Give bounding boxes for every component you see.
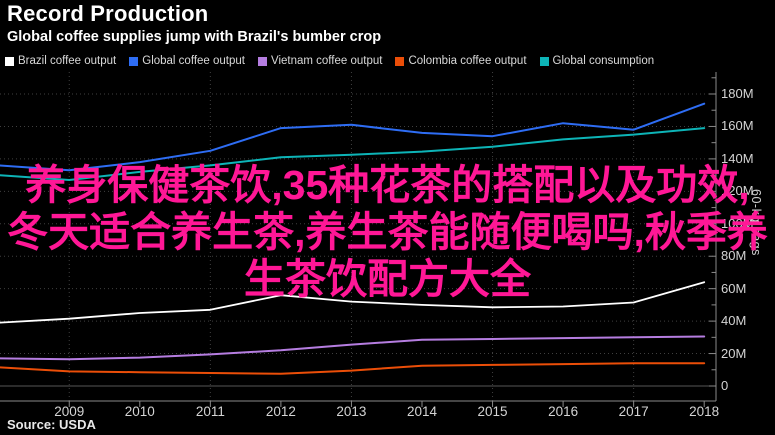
y-tick-label: 40M <box>721 313 747 329</box>
y-tick-label: 120M <box>721 183 754 199</box>
legend-item: Colombia coffee output <box>395 55 527 67</box>
y-tick-label: 60M <box>721 280 747 296</box>
x-tick-label: 2013 <box>336 404 367 419</box>
x-tick-label: 2010 <box>124 404 155 419</box>
legend-label: Vietnam coffee output <box>270 55 383 67</box>
x-tick-label: 2017 <box>618 404 649 419</box>
line-series <box>0 102 706 375</box>
legend-item: Vietnam coffee output <box>257 55 383 67</box>
watermark-line: 养身保健茶饮,35种花茶的搭配以及功效, <box>25 162 750 208</box>
series-line <box>0 127 706 181</box>
chart-subtitle: Global coffee supplies jump with Brazil'… <box>7 29 382 45</box>
x-tick-label: 2016 <box>548 404 579 419</box>
series-line <box>0 362 706 375</box>
x-tick-label: 2018 <box>689 404 720 419</box>
source-note: Source: USDA <box>7 417 96 432</box>
legend: Brazil coffee output Global coffee output… <box>5 55 654 67</box>
legend-item: Global consumption <box>539 55 655 67</box>
series-line <box>0 102 706 172</box>
y-tick-label: 140M <box>721 150 754 166</box>
y-axis-title: 60-kg bags <box>749 189 763 256</box>
legend-label: Global coffee output <box>142 55 245 67</box>
watermark-line: 生茶饮配方大全 <box>244 256 531 302</box>
legend-swatch-icon <box>129 56 139 66</box>
watermark-line: 冬天适合养生茶,养生茶能随便喝吗,秋季养 <box>7 209 768 255</box>
y-tick-label: 100M <box>721 215 754 231</box>
chart-title: Record Production <box>7 1 209 26</box>
series-line <box>0 335 706 361</box>
legend-swatch-icon <box>5 56 14 66</box>
y-tick-label: 20M <box>721 345 747 361</box>
x-tick-label: 2015 <box>477 404 508 419</box>
legend-item: Global coffee output <box>129 55 245 67</box>
legend-swatch-icon <box>395 56 405 66</box>
y-tick-label: 0 <box>721 378 729 393</box>
legend-swatch-icon <box>539 56 549 66</box>
axes <box>0 72 717 407</box>
x-tick-label: 2011 <box>195 404 225 419</box>
watermark-text: 养身保健茶饮,35种花茶的搭配以及功效, 冬天适合养生茶,养生茶能随便喝吗,秋季养… <box>0 162 775 303</box>
legend-item: Brazil coffee output <box>5 55 116 67</box>
legend-label: Colombia coffee output <box>408 55 527 67</box>
y-tick-label: 180M <box>721 86 754 101</box>
x-tick-label: 2009 <box>54 404 85 419</box>
legend-swatch-icon <box>257 56 267 66</box>
x-tick-label: 2012 <box>265 404 296 419</box>
series-line <box>0 281 706 324</box>
legend-label: Global consumption <box>552 55 655 67</box>
y-tick-label: 80M <box>721 248 747 264</box>
y-tick-label: 160M <box>721 118 754 134</box>
x-tick-label: 2014 <box>406 404 438 419</box>
legend-label: Brazil coffee output <box>18 55 117 67</box>
